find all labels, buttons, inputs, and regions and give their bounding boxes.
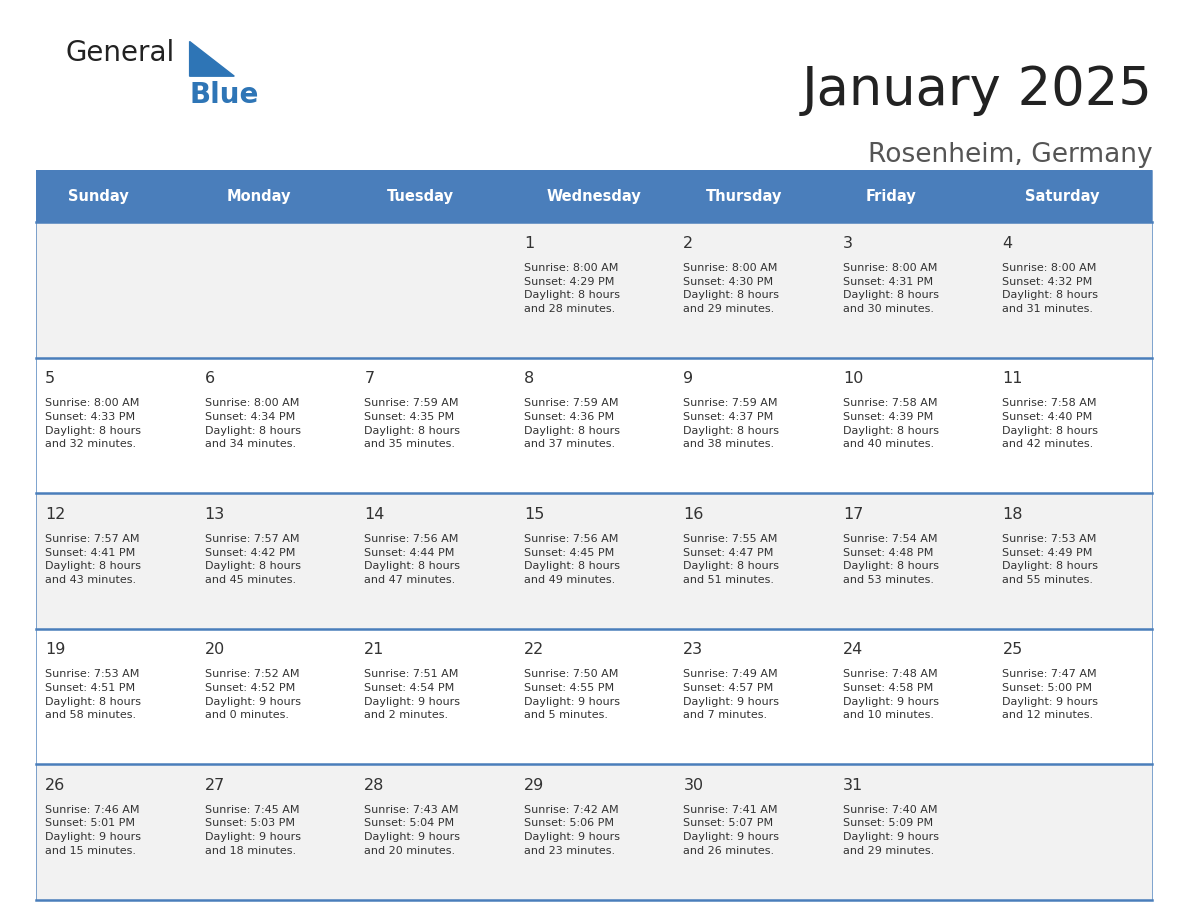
Text: Sunrise: 7:58 AM
Sunset: 4:39 PM
Daylight: 8 hours
and 40 minutes.: Sunrise: 7:58 AM Sunset: 4:39 PM Dayligh… [842,398,939,449]
Bar [36,170,195,222]
Text: 16: 16 [683,507,703,521]
Text: Sunrise: 7:49 AM
Sunset: 4:57 PM
Daylight: 9 hours
and 7 minutes.: Sunrise: 7:49 AM Sunset: 4:57 PM Dayligh… [683,669,779,720]
Text: 1: 1 [524,236,535,251]
Text: 29: 29 [524,778,544,793]
Text: Sunrise: 8:00 AM
Sunset: 4:29 PM
Daylight: 8 hours
and 28 minutes.: Sunrise: 8:00 AM Sunset: 4:29 PM Dayligh… [524,263,620,314]
Bar [36,629,1152,764]
Text: 27: 27 [204,778,225,793]
Text: Tuesday: Tuesday [386,188,454,204]
Text: 20: 20 [204,643,225,657]
Text: 8: 8 [524,372,535,386]
Text: Sunrise: 8:00 AM
Sunset: 4:33 PM
Daylight: 8 hours
and 32 minutes.: Sunrise: 8:00 AM Sunset: 4:33 PM Dayligh… [45,398,141,449]
Bar [993,170,1152,222]
Text: Blue: Blue [190,82,259,109]
Text: Sunrise: 7:57 AM
Sunset: 4:42 PM
Daylight: 8 hours
and 45 minutes.: Sunrise: 7:57 AM Sunset: 4:42 PM Dayligh… [204,534,301,585]
Text: 2: 2 [683,236,694,251]
Text: 17: 17 [842,507,864,521]
Text: Sunrise: 7:59 AM
Sunset: 4:37 PM
Daylight: 8 hours
and 38 minutes.: Sunrise: 7:59 AM Sunset: 4:37 PM Dayligh… [683,398,779,449]
Bar [195,170,355,222]
Text: 13: 13 [204,507,225,521]
Text: Sunrise: 7:45 AM
Sunset: 5:03 PM
Daylight: 9 hours
and 18 minutes.: Sunrise: 7:45 AM Sunset: 5:03 PM Dayligh… [204,805,301,856]
Text: Sunrise: 7:50 AM
Sunset: 4:55 PM
Daylight: 9 hours
and 5 minutes.: Sunrise: 7:50 AM Sunset: 4:55 PM Dayligh… [524,669,620,720]
Polygon shape [190,41,234,76]
Text: 9: 9 [683,372,694,386]
Text: Saturday: Saturday [1025,188,1099,204]
Text: 14: 14 [365,507,385,521]
Text: Sunrise: 7:41 AM
Sunset: 5:07 PM
Daylight: 9 hours
and 26 minutes.: Sunrise: 7:41 AM Sunset: 5:07 PM Dayligh… [683,805,779,856]
Text: Sunrise: 7:43 AM
Sunset: 5:04 PM
Daylight: 9 hours
and 20 minutes.: Sunrise: 7:43 AM Sunset: 5:04 PM Dayligh… [365,805,460,856]
Text: 23: 23 [683,643,703,657]
Text: 25: 25 [1003,643,1023,657]
Text: 21: 21 [365,643,385,657]
Bar [36,222,1152,358]
Text: 6: 6 [204,372,215,386]
Bar [36,764,1152,900]
Text: Sunrise: 7:58 AM
Sunset: 4:40 PM
Daylight: 8 hours
and 42 minutes.: Sunrise: 7:58 AM Sunset: 4:40 PM Dayligh… [1003,398,1099,449]
Text: 30: 30 [683,778,703,793]
Bar [36,358,1152,493]
Text: Sunrise: 7:51 AM
Sunset: 4:54 PM
Daylight: 9 hours
and 2 minutes.: Sunrise: 7:51 AM Sunset: 4:54 PM Dayligh… [365,669,460,720]
Text: 31: 31 [842,778,864,793]
Text: Sunrise: 7:56 AM
Sunset: 4:44 PM
Daylight: 8 hours
and 47 minutes.: Sunrise: 7:56 AM Sunset: 4:44 PM Dayligh… [365,534,460,585]
Text: Sunrise: 7:55 AM
Sunset: 4:47 PM
Daylight: 8 hours
and 51 minutes.: Sunrise: 7:55 AM Sunset: 4:47 PM Dayligh… [683,534,779,585]
Text: Rosenheim, Germany: Rosenheim, Germany [867,142,1152,168]
Text: Sunrise: 7:54 AM
Sunset: 4:48 PM
Daylight: 8 hours
and 53 minutes.: Sunrise: 7:54 AM Sunset: 4:48 PM Dayligh… [842,534,939,585]
Text: Sunrise: 7:52 AM
Sunset: 4:52 PM
Daylight: 9 hours
and 0 minutes.: Sunrise: 7:52 AM Sunset: 4:52 PM Dayligh… [204,669,301,720]
Text: 15: 15 [524,507,544,521]
Text: Sunrise: 8:00 AM
Sunset: 4:30 PM
Daylight: 8 hours
and 29 minutes.: Sunrise: 8:00 AM Sunset: 4:30 PM Dayligh… [683,263,779,314]
Text: Sunrise: 7:47 AM
Sunset: 5:00 PM
Daylight: 9 hours
and 12 minutes.: Sunrise: 7:47 AM Sunset: 5:00 PM Dayligh… [1003,669,1099,720]
Bar [674,170,833,222]
Text: Sunrise: 7:40 AM
Sunset: 5:09 PM
Daylight: 9 hours
and 29 minutes.: Sunrise: 7:40 AM Sunset: 5:09 PM Dayligh… [842,805,939,856]
Text: Sunrise: 7:59 AM
Sunset: 4:35 PM
Daylight: 8 hours
and 35 minutes.: Sunrise: 7:59 AM Sunset: 4:35 PM Dayligh… [365,398,460,449]
Text: Monday: Monday [227,188,291,204]
Text: Sunrise: 7:48 AM
Sunset: 4:58 PM
Daylight: 9 hours
and 10 minutes.: Sunrise: 7:48 AM Sunset: 4:58 PM Dayligh… [842,669,939,720]
Text: Sunrise: 7:56 AM
Sunset: 4:45 PM
Daylight: 8 hours
and 49 minutes.: Sunrise: 7:56 AM Sunset: 4:45 PM Dayligh… [524,534,620,585]
Text: 7: 7 [365,372,374,386]
Text: 28: 28 [365,778,385,793]
Text: Sunday: Sunday [68,188,128,204]
Text: 12: 12 [45,507,65,521]
Text: Sunrise: 7:57 AM
Sunset: 4:41 PM
Daylight: 8 hours
and 43 minutes.: Sunrise: 7:57 AM Sunset: 4:41 PM Dayligh… [45,534,141,585]
Text: Sunrise: 7:42 AM
Sunset: 5:06 PM
Daylight: 9 hours
and 23 minutes.: Sunrise: 7:42 AM Sunset: 5:06 PM Dayligh… [524,805,620,856]
Bar [36,493,1152,629]
Text: 5: 5 [45,372,56,386]
Text: 19: 19 [45,643,65,657]
Text: 24: 24 [842,643,864,657]
Text: January 2025: January 2025 [802,64,1152,117]
Text: General: General [65,39,175,67]
Text: Friday: Friday [865,188,916,204]
Bar [514,170,674,222]
Text: 18: 18 [1003,507,1023,521]
Text: Sunrise: 7:59 AM
Sunset: 4:36 PM
Daylight: 8 hours
and 37 minutes.: Sunrise: 7:59 AM Sunset: 4:36 PM Dayligh… [524,398,620,449]
Bar [833,170,993,222]
Text: 10: 10 [842,372,864,386]
Text: Sunrise: 7:53 AM
Sunset: 4:49 PM
Daylight: 8 hours
and 55 minutes.: Sunrise: 7:53 AM Sunset: 4:49 PM Dayligh… [1003,534,1099,585]
Text: Sunrise: 7:53 AM
Sunset: 4:51 PM
Daylight: 8 hours
and 58 minutes.: Sunrise: 7:53 AM Sunset: 4:51 PM Dayligh… [45,669,141,720]
Text: 26: 26 [45,778,65,793]
Text: 11: 11 [1003,372,1023,386]
Text: Wednesday: Wednesday [546,188,640,204]
Text: Sunrise: 8:00 AM
Sunset: 4:31 PM
Daylight: 8 hours
and 30 minutes.: Sunrise: 8:00 AM Sunset: 4:31 PM Dayligh… [842,263,939,314]
Text: 22: 22 [524,643,544,657]
Text: Sunrise: 7:46 AM
Sunset: 5:01 PM
Daylight: 9 hours
and 15 minutes.: Sunrise: 7:46 AM Sunset: 5:01 PM Dayligh… [45,805,141,856]
Text: 4: 4 [1003,236,1012,251]
Text: Sunrise: 8:00 AM
Sunset: 4:34 PM
Daylight: 8 hours
and 34 minutes.: Sunrise: 8:00 AM Sunset: 4:34 PM Dayligh… [204,398,301,449]
Text: Sunrise: 8:00 AM
Sunset: 4:32 PM
Daylight: 8 hours
and 31 minutes.: Sunrise: 8:00 AM Sunset: 4:32 PM Dayligh… [1003,263,1099,314]
Bar [355,170,514,222]
Text: 3: 3 [842,236,853,251]
Text: Thursday: Thursday [706,188,782,204]
